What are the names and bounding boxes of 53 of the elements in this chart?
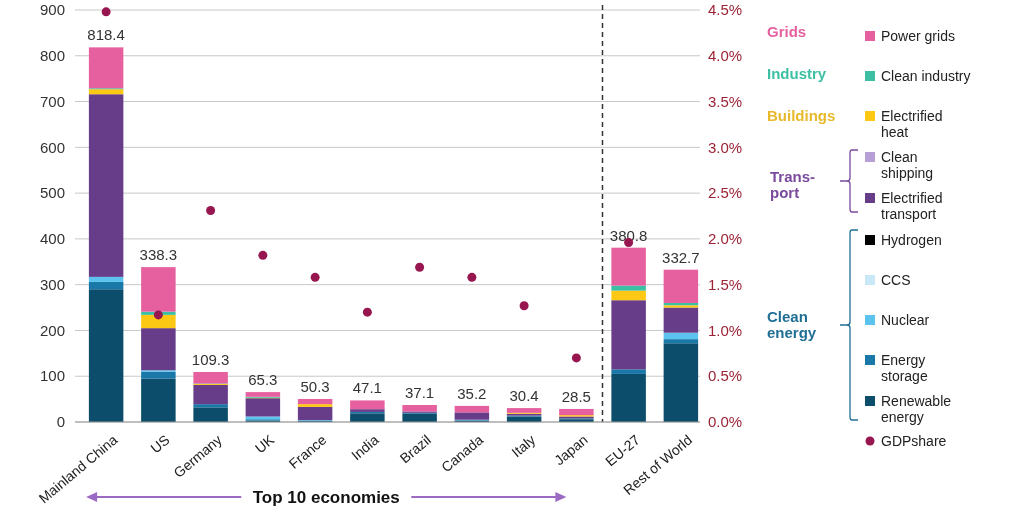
y2-tick-label: 4.5% [708, 1, 743, 19]
total-label: 35.2 [457, 384, 487, 402]
x-tick-label: US [147, 431, 173, 457]
y2-tick-label: 0.5% [708, 367, 743, 385]
legend-label: Nuclear [881, 311, 930, 328]
y2-tick-label: 1.0% [708, 321, 743, 339]
y-tick-label: 600 [39, 138, 65, 156]
y2-tick-label: 2.5% [708, 184, 743, 202]
total-label: 338.3 [139, 246, 178, 264]
total-label: 109.3 [191, 350, 230, 368]
y-tick-label: 500 [39, 184, 65, 202]
total-label: 28.5 [561, 387, 591, 405]
x-tick-label: UK [251, 431, 278, 457]
x-tick-label: India [348, 431, 382, 464]
y-tick-label: 100 [39, 367, 65, 385]
y-tick-label: 300 [39, 275, 65, 293]
legend-label: Clean industry [881, 67, 971, 84]
y2-tick-label: 3.0% [708, 138, 743, 156]
text: Grids [767, 23, 807, 41]
y2-tick-label: 0.0% [708, 413, 743, 431]
text: Top 10 economies [252, 487, 400, 507]
text: Buildings [767, 107, 836, 125]
y-tick-label: 800 [39, 47, 65, 65]
legend-label: Electrified heat [881, 107, 943, 140]
legend-label: Power grids [881, 27, 955, 44]
y-tick-label: 200 [39, 321, 65, 339]
total-label: 332.7 [662, 248, 700, 266]
legend-label: Hydrogen [881, 231, 942, 248]
x-tick-label: Italy [508, 431, 539, 461]
total-label: 47.1 [352, 379, 382, 397]
y-tick-label: 0 [56, 413, 65, 431]
legend-label: GDPshare [881, 432, 947, 449]
total-label: 65.3 [248, 371, 278, 389]
text: Industry [767, 65, 827, 83]
total-label: 50.3 [300, 377, 330, 395]
y2-tick-label: 1.5% [708, 275, 743, 293]
total-label: 37.1 [405, 384, 435, 402]
legend-label: CCS [881, 271, 911, 288]
legend-label: Clean shipping [881, 148, 934, 181]
text: Clean energy [767, 307, 817, 342]
legend-label: Renewable energy [881, 392, 952, 425]
legend-label: Energy storage [881, 351, 928, 384]
text: Trans-port [770, 167, 816, 202]
y-tick-label: 900 [39, 1, 65, 19]
y-tick-label: 400 [39, 230, 65, 248]
legend-label: Electrified transport [881, 189, 943, 222]
y2-tick-label: 4.0% [708, 47, 743, 65]
y2-tick-label: 2.0% [708, 230, 743, 248]
total-label: 30.4 [509, 387, 539, 405]
y2-tick-label: 3.5% [708, 92, 743, 110]
total-label: 380.8 [609, 226, 648, 244]
total-label: 818.4 [87, 26, 125, 44]
y-tick-label: 700 [39, 92, 65, 110]
